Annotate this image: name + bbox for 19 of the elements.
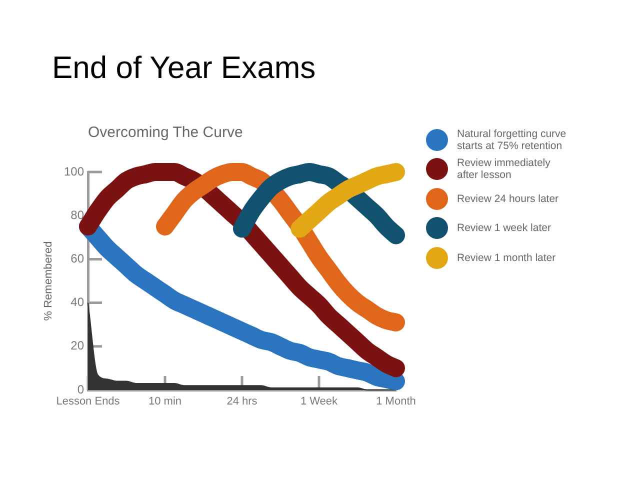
x-tick-label: 1 Month: [376, 396, 416, 408]
chart-title: End of Year Exams: [52, 50, 316, 86]
legend-label: Natural forgetting curve starts at 75% retention: [457, 128, 568, 152]
y-axis-title: % Remembered: [42, 241, 55, 321]
x-tick-label: 1 Week: [300, 396, 338, 408]
chart-subtitle: Overcoming The Curve: [88, 124, 243, 141]
y-tick-label: 60: [70, 252, 84, 266]
y-tick-label: 0: [77, 382, 84, 396]
y-tick-label: 80: [70, 208, 84, 222]
x-tick-label: Lesson Ends: [56, 396, 120, 408]
legend-label: Review 1 week later: [457, 222, 552, 234]
legend-label: Review 1 month later: [457, 252, 557, 264]
x-tick-label: 24 hrs: [226, 396, 258, 408]
y-tick-label: 20: [70, 338, 84, 353]
y-tick-label: 100: [64, 164, 84, 178]
y-tick-label: 40: [70, 295, 84, 310]
legend-label: Review 24 hours later: [457, 192, 560, 205]
legend-label: Review immediately after lesson: [457, 157, 552, 182]
x-tick-label: 10 min: [148, 396, 182, 408]
